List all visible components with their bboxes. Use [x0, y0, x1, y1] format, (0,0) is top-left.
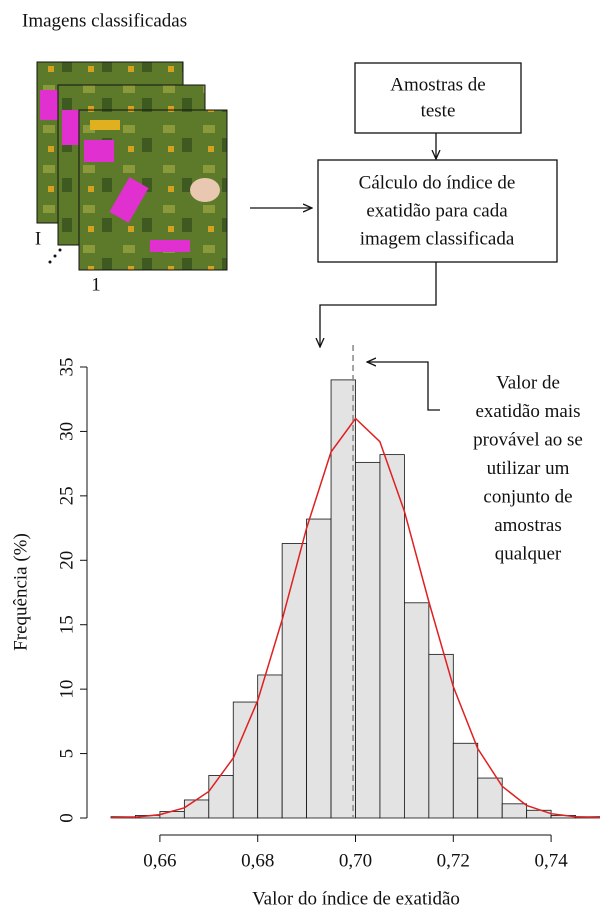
bar: [208, 775, 234, 819]
bar: [477, 777, 503, 819]
annotation: utilizar um: [487, 458, 570, 479]
x-tick-label: 0,74: [534, 850, 568, 871]
image-last-label: I: [35, 228, 41, 249]
images-label: Imagens classificadas: [22, 10, 187, 31]
bar: [232, 701, 259, 819]
bar: [355, 461, 381, 819]
annotation: amostras: [494, 515, 562, 536]
bar: [183, 799, 210, 819]
y-tick-label: 5: [56, 749, 77, 759]
samples-text: Amostras de: [390, 74, 486, 95]
x-tick-label: 0,72: [437, 850, 470, 871]
x-tick-label: 0,70: [339, 850, 372, 871]
bar: [379, 454, 405, 819]
bar: [501, 803, 528, 819]
bar: [403, 602, 430, 819]
bar: [452, 742, 479, 819]
calc-box: [317, 159, 558, 263]
y-tick-label: 20: [56, 551, 77, 570]
y-tick-label: 30: [56, 422, 77, 441]
annotation: provável ao se: [473, 429, 583, 450]
y-tick-label: 35: [56, 358, 77, 377]
x-tick-label: 0,66: [143, 850, 176, 871]
y-axis-label: Frequência (%): [10, 533, 31, 651]
annotation: exatidão mais: [476, 401, 581, 422]
bar: [330, 379, 356, 819]
annotation: conjunto de: [483, 486, 572, 507]
y-tick-label: 0: [56, 813, 77, 823]
annotation: Valor de: [496, 372, 560, 393]
samples-text: teste: [421, 100, 456, 121]
annotation: qualquer: [495, 543, 562, 564]
arrow: [367, 362, 440, 411]
x-tick-label: 0,68: [241, 850, 274, 871]
bar: [526, 809, 552, 819]
image-stack: [36, 61, 228, 271]
samples-box: [354, 62, 522, 134]
bar: [428, 653, 454, 819]
arrow: [320, 262, 437, 347]
calc-text: imagem classificada: [360, 228, 515, 249]
density-curve: [110, 417, 600, 819]
bar: [159, 811, 185, 819]
calc-text: Cálculo do índice de: [359, 172, 516, 193]
image-first-label: 1: [91, 274, 101, 295]
x-axis-label: Valor do índice de exatidão: [252, 888, 460, 909]
calc-text: exatidão para cada: [366, 200, 508, 221]
bar: [257, 674, 283, 819]
y-tick-label: 10: [56, 680, 77, 699]
bar: [306, 518, 332, 819]
y-tick-label: 15: [56, 615, 77, 634]
y-tick-label: 25: [56, 486, 77, 505]
bar: [281, 543, 307, 819]
